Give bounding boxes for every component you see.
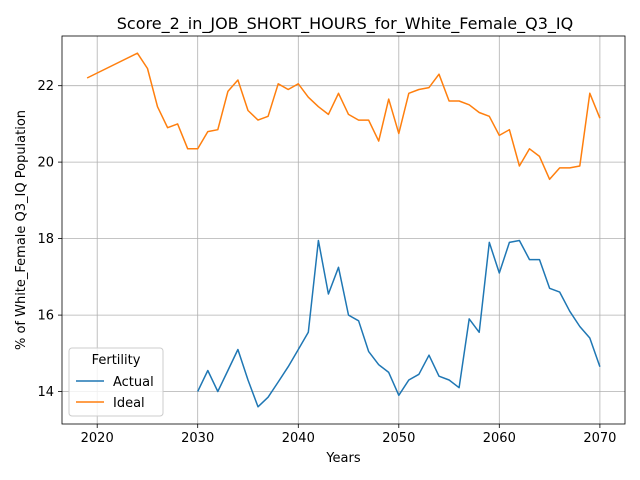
y-tick-label: 20 bbox=[37, 156, 54, 171]
legend: Fertility Actual Ideal bbox=[68, 347, 164, 417]
series-line-actual bbox=[197, 239, 601, 408]
chart-title: Score_2_in_JOB_SHORT_HOURS_for_White_Fem… bbox=[117, 14, 573, 34]
y-tick-label: 16 bbox=[37, 309, 54, 324]
legend-label-ideal: Ideal bbox=[113, 396, 145, 411]
legend-title: Fertility bbox=[92, 353, 141, 368]
legend-box bbox=[68, 347, 164, 417]
grid bbox=[62, 36, 625, 424]
series-layer bbox=[86, 52, 601, 408]
x-tick-label: 2030 bbox=[181, 431, 214, 446]
y-tick-label: 22 bbox=[37, 79, 54, 94]
y-tick-label: 14 bbox=[37, 385, 54, 400]
x-tick-label: 2050 bbox=[382, 431, 415, 446]
y-tick-label: 18 bbox=[37, 232, 54, 247]
x-axis-label: Years bbox=[325, 451, 361, 466]
y-axis-label: % of White_Female Q3_IQ Population bbox=[14, 110, 29, 350]
x-tick-label: 2070 bbox=[583, 431, 616, 446]
legend-label-actual: Actual bbox=[113, 375, 154, 390]
x-tick-label: 2060 bbox=[483, 431, 516, 446]
x-tick-label: 2040 bbox=[282, 431, 315, 446]
x-tick-label: 2020 bbox=[81, 431, 114, 446]
ticks: 2020 2030 2040 2050 2060 2070 14 16 18 20 22 bbox=[37, 79, 616, 446]
series-line-ideal bbox=[86, 52, 601, 181]
plot-frame bbox=[61, 35, 626, 425]
